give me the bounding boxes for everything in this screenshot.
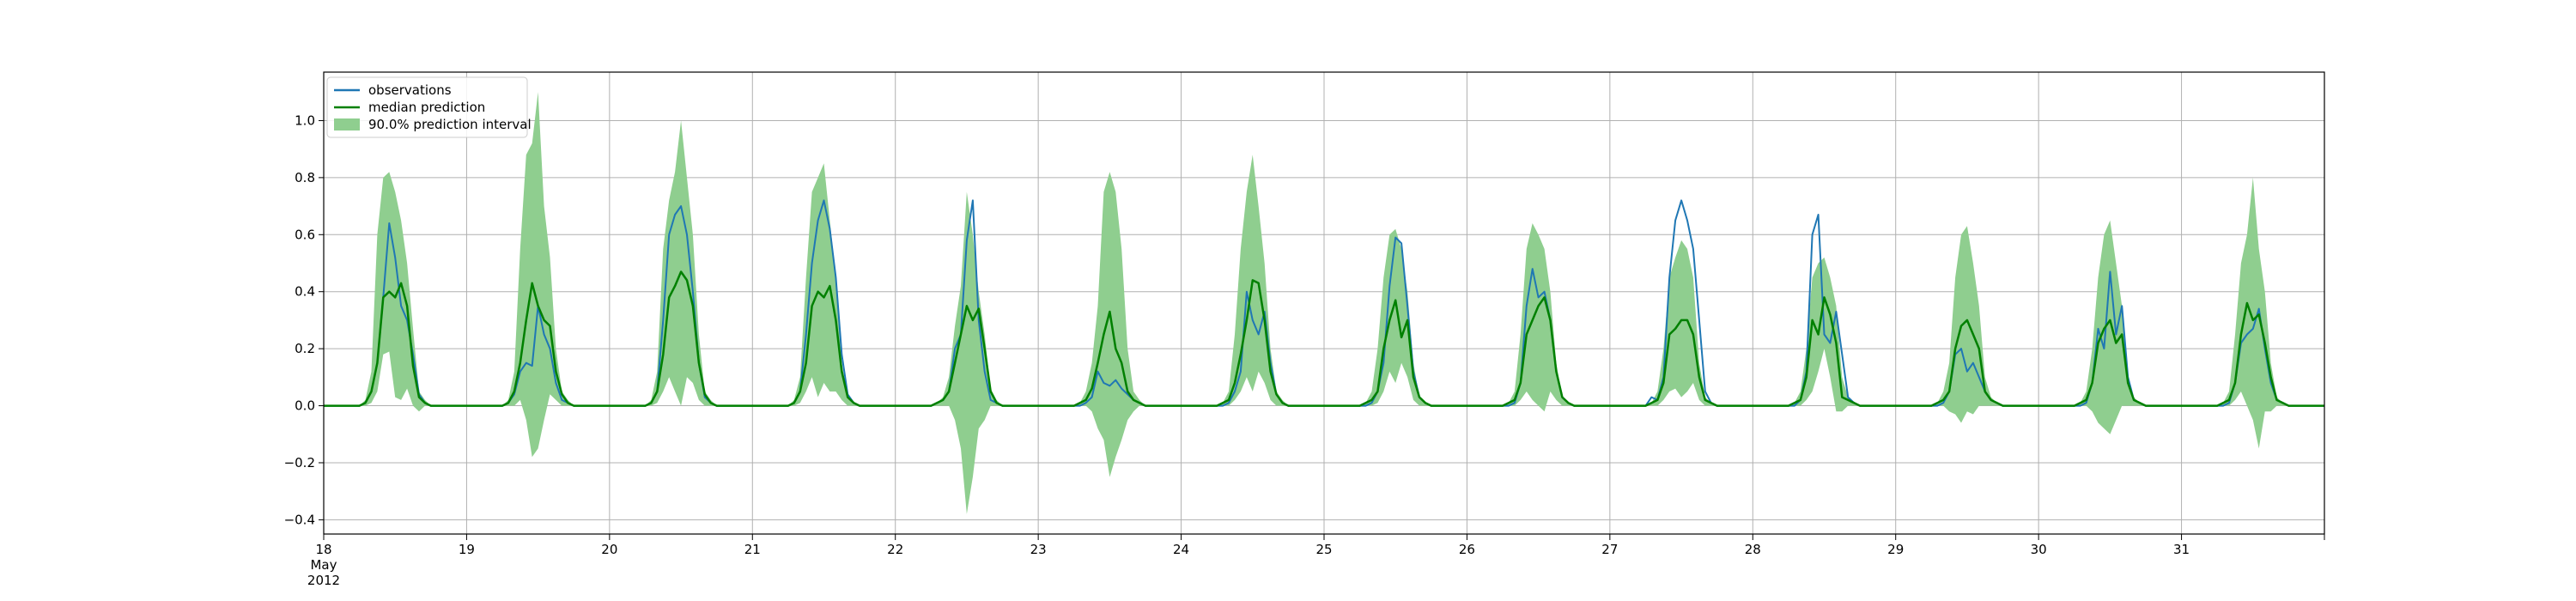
legend-label: 90.0% prediction interval [368,117,532,132]
x-tick-label: 27 [1601,542,1618,557]
legend-box [326,76,528,138]
y-tick-label: 0.2 [295,341,315,356]
y-tick-label: 0.0 [295,398,315,414]
x-tick-label: 23 [1030,542,1047,557]
x-tick-label: 29 [1887,542,1904,557]
legend-label: median prediction [368,100,485,115]
y-tick-label: 0.8 [295,170,315,185]
x-tick-label: 31 [2173,542,2190,557]
x-tick-label: 30 [2031,542,2047,557]
median-line [324,270,2324,407]
x-tick-label: 24 [1173,542,1189,557]
legend: observations median prediction 90.0% predi… [326,76,532,138]
y-tick-label: 1.0 [295,112,315,128]
y-tick-label: −0.2 [284,455,315,470]
x-tick-label: 28 [1745,542,1761,557]
x-tick-label: 21 [744,542,761,557]
x-tick-label: 20 [601,542,617,557]
prediction-interval-band [324,92,2324,514]
x-tick-label: 26 [1459,542,1475,557]
legend-label: observations [368,82,452,98]
grid [324,72,2324,534]
x-tick-label: 18 May 2012 [307,542,340,588]
legend-swatch [334,118,360,131]
axes [319,71,2325,540]
x-tick-label: 22 [887,542,903,557]
y-tick-label: 0.6 [295,227,315,242]
plot-frame [323,71,2325,535]
tick-labels: −0.4 −0.2 0.0 0.2 0.4 0.6 0.8 1.0 18 May 2012 19 20 2… [284,112,2190,588]
median-prediction-series [324,270,2324,407]
interval-area [324,92,2324,514]
y-tick-label: 0.4 [295,284,315,300]
x-tick-label: 25 [1315,542,1332,557]
y-tick-label: −0.4 [284,512,315,527]
x-tick-label: 19 [459,542,475,557]
